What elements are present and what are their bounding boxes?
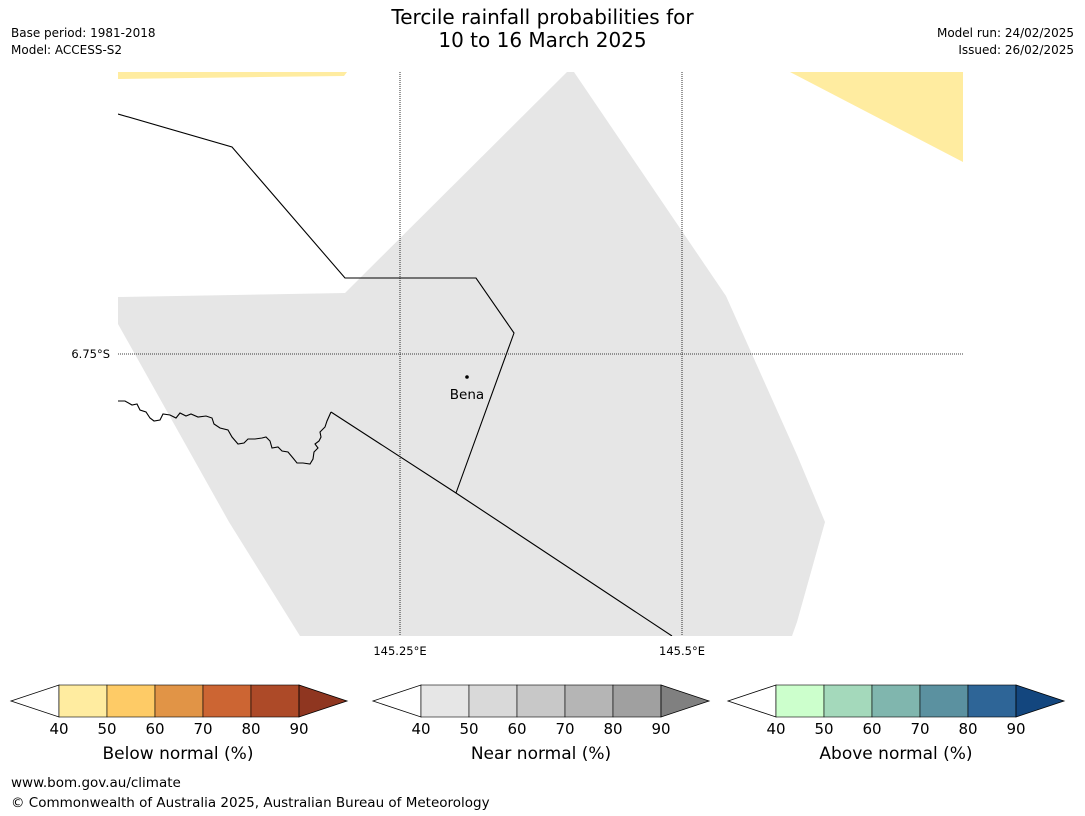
colorbar-above-over-triangle <box>1015 684 1066 718</box>
colorbar-above-segment <box>871 684 921 718</box>
colorbar-above-tick-label: 80 <box>958 720 977 738</box>
lat-label: 6.75°S <box>71 347 110 361</box>
footer-url: www.bom.gov.au/climate <box>11 775 181 791</box>
colorbar-below-under-triangle <box>9 684 60 718</box>
colorbar-title-near: Near normal (%) <box>470 744 612 764</box>
colorbar-title-below: Below normal (%) <box>102 744 254 764</box>
colorbar-near-segment <box>564 684 614 718</box>
colorbar-above-tick-label: 40 <box>766 720 785 738</box>
colorbar-above-tick-label: 70 <box>910 720 929 738</box>
model-run-text: Model run: 24/02/2025 <box>936 26 1074 40</box>
below-normal-region-top-right <box>790 72 963 162</box>
colorbar-above-tick-label: 60 <box>862 720 881 738</box>
map: Bena 6.75°S 145.25°E 145.5°E <box>71 72 963 658</box>
colorbar-above-tick-label: 90 <box>1006 720 1025 738</box>
colorbar-near-tick-label: 80 <box>603 720 622 738</box>
colorbar-above-segment <box>919 684 969 718</box>
colorbar-title-above: Above normal (%) <box>819 744 973 764</box>
issued-text: Issued: 26/02/2025 <box>958 43 1074 57</box>
colorbar-near-segment <box>468 684 518 718</box>
colorbar-below-tick-label: 80 <box>241 720 260 738</box>
colorbar-below-segment <box>154 684 204 718</box>
lon-label: 145.25°E <box>373 644 426 658</box>
colorbar-near-tick-label: 40 <box>411 720 430 738</box>
boundary-line <box>330 411 673 636</box>
header-right: Model run: 24/02/2025 Issued: 26/02/2025 <box>937 25 1074 59</box>
colorbar-near-tick-label: 60 <box>507 720 526 738</box>
title-line-1: Tercile rainfall probabilities for <box>391 5 694 29</box>
colorbar-near-tick-label: 90 <box>651 720 670 738</box>
colorbar-above-under-triangle <box>726 684 777 718</box>
colorbar-below-segment <box>250 684 300 718</box>
colorbar-below-over-triangle <box>298 684 349 718</box>
place-label-bena: Bena <box>450 387 484 403</box>
lon-label: 145.5°E <box>659 644 705 658</box>
colorbar-above-segment <box>823 684 873 718</box>
header-left: Base period: 1981-2018 Model: ACCESS-S2 <box>11 25 156 59</box>
colorbar-above-tick-label: 50 <box>814 720 833 738</box>
footer-copyright: © Commonwealth of Australia 2025, Austra… <box>11 795 490 811</box>
title-line-2: 10 to 16 March 2025 <box>438 28 647 52</box>
colorbar-near-under-triangle <box>371 684 422 718</box>
colorbar-below-tick-label: 70 <box>193 720 212 738</box>
colorbar-below-tick-label: 60 <box>145 720 164 738</box>
colorbar-above-segment <box>775 684 825 718</box>
colorbar-near-segment <box>612 684 662 718</box>
colorbar-below-tick-label: 90 <box>289 720 308 738</box>
colorbar-near-tick-label: 70 <box>555 720 574 738</box>
colorbar-near-tick-label: 50 <box>459 720 478 738</box>
model-text: Model: ACCESS-S2 <box>11 43 123 57</box>
map-title: Tercile rainfall probabilities for 10 to… <box>0 6 1085 52</box>
colorbar-below-tick-label: 40 <box>49 720 68 738</box>
bena-marker <box>465 375 469 379</box>
base-period-text: Base period: 1981-2018 <box>11 26 156 40</box>
colorbar-above-segment <box>967 684 1017 718</box>
boundary-river-line <box>118 400 332 465</box>
colorbar-below-segment <box>58 684 108 718</box>
colorbar-near-over-triangle <box>660 684 711 718</box>
colorbars: 40 50 60 70 80 90 40 50 60 70 80 90 40 50 60 70 80 90 <box>9 684 1066 738</box>
colorbar-below-segment <box>106 684 156 718</box>
near-normal-region <box>118 72 825 636</box>
colorbar-below-segment <box>202 684 252 718</box>
colorbar-below-tick-label: 50 <box>97 720 116 738</box>
below-normal-region-top-left <box>118 72 347 79</box>
colorbar-near-segment <box>420 684 470 718</box>
boundary-line <box>118 113 515 494</box>
colorbar-near-segment <box>516 684 566 718</box>
